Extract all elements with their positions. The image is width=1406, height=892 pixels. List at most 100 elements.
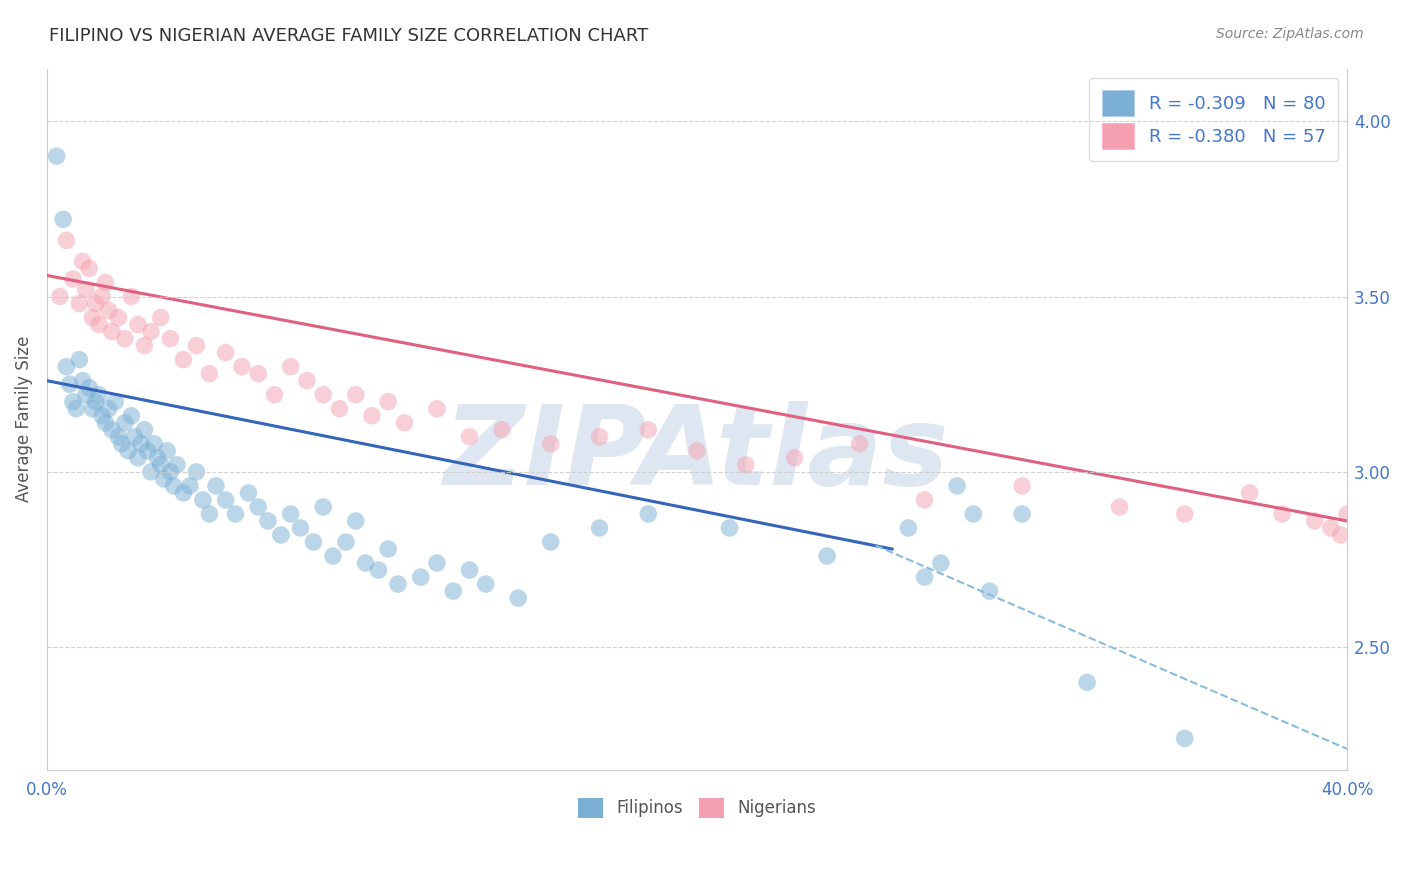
Point (82, 310, 104, 325)
Point (588, 521, 610, 535)
Point (354, 556, 377, 570)
Point (1076, 675, 1098, 690)
Point (409, 570, 432, 584)
Point (55, 359, 77, 374)
Point (52, 212, 75, 227)
Point (979, 584, 1001, 599)
Point (426, 401, 449, 416)
Y-axis label: Average Family Size: Average Family Size (15, 336, 32, 502)
Point (172, 352, 194, 367)
Point (394, 416, 416, 430)
Point (97, 303, 120, 318)
Point (1330, 528, 1353, 542)
Point (335, 535, 357, 549)
Point (65, 401, 87, 416)
Point (127, 450, 149, 465)
Point (77, 261, 100, 276)
Point (1174, 731, 1197, 746)
Point (344, 387, 367, 401)
Point (117, 443, 139, 458)
Point (302, 535, 325, 549)
Point (1271, 507, 1294, 521)
Point (120, 289, 142, 303)
Point (139, 325, 162, 339)
Point (247, 367, 270, 381)
Point (120, 409, 142, 423)
Point (129, 437, 152, 451)
Point (149, 310, 172, 325)
Point (124, 430, 146, 444)
Point (67, 296, 90, 310)
Point (637, 423, 659, 437)
Point (84, 296, 107, 310)
Point (156, 443, 179, 458)
Point (107, 430, 129, 444)
Point (186, 465, 208, 479)
Point (49, 289, 72, 303)
Point (734, 458, 756, 472)
Point (159, 465, 181, 479)
Point (136, 443, 159, 458)
Point (312, 500, 335, 514)
Point (94, 416, 117, 430)
Point (295, 374, 318, 388)
Point (72, 374, 94, 388)
Text: Source: ZipAtlas.com: Source: ZipAtlas.com (1216, 27, 1364, 41)
Point (344, 514, 367, 528)
Point (458, 430, 481, 444)
Point (263, 387, 285, 401)
Point (91, 409, 114, 423)
Point (328, 401, 350, 416)
Point (231, 359, 253, 374)
Point (946, 479, 969, 493)
Point (198, 367, 221, 381)
Point (1239, 486, 1261, 500)
Point (280, 507, 302, 521)
Point (59, 377, 82, 392)
Point (783, 450, 806, 465)
Point (159, 332, 181, 346)
Point (104, 394, 127, 409)
Point (491, 423, 513, 437)
Point (1108, 500, 1130, 514)
Point (87, 318, 110, 332)
Text: FILIPINO VS NIGERIAN AVERAGE FAMILY SIZE CORRELATION CHART: FILIPINO VS NIGERIAN AVERAGE FAMILY SIZE… (49, 27, 648, 45)
Point (67, 352, 90, 367)
Point (62, 394, 84, 409)
Point (101, 423, 124, 437)
Point (77, 381, 100, 395)
Point (87, 387, 110, 401)
Point (474, 577, 496, 591)
Point (55, 233, 77, 247)
Point (280, 359, 302, 374)
Point (97, 401, 120, 416)
Point (163, 479, 186, 493)
Point (441, 584, 464, 599)
Point (426, 556, 449, 570)
Point (215, 345, 238, 359)
Point (111, 437, 134, 451)
Point (238, 486, 260, 500)
Point (257, 514, 280, 528)
Point (637, 507, 659, 521)
Point (962, 507, 984, 521)
Point (62, 272, 84, 286)
Point (290, 521, 312, 535)
Point (215, 492, 238, 507)
Point (127, 318, 149, 332)
Point (848, 437, 870, 451)
Point (322, 549, 344, 563)
Point (91, 289, 114, 303)
Point (458, 563, 481, 577)
Point (377, 394, 399, 409)
Point (914, 570, 936, 584)
Point (101, 325, 124, 339)
Point (686, 443, 709, 458)
Point (153, 472, 176, 486)
Legend: Filipinos, Nigerians: Filipinos, Nigerians (571, 791, 823, 825)
Point (134, 423, 156, 437)
Point (1320, 521, 1343, 535)
Point (914, 492, 936, 507)
Point (75, 283, 97, 297)
Point (377, 542, 399, 557)
